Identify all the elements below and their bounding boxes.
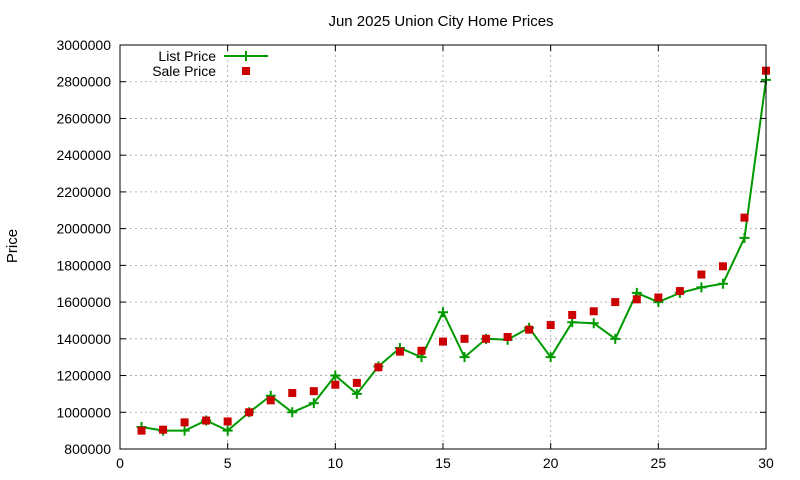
sale-price-point <box>482 334 491 343</box>
sale-price-point <box>352 378 361 387</box>
sale-price-point <box>180 418 189 427</box>
list-price-point <box>287 407 298 418</box>
x-tick-label: 10 <box>328 455 344 471</box>
y-tick-label: 2800000 <box>56 74 111 90</box>
list-price-point <box>545 352 556 363</box>
list-price-point <box>739 232 750 243</box>
sale-price-point <box>718 262 727 271</box>
sale-price-point <box>675 287 684 296</box>
y-axis-label: Price <box>4 229 21 263</box>
sale-price-point <box>525 325 534 334</box>
list-price-point <box>308 398 319 409</box>
sale-price-point <box>137 426 146 435</box>
list-price-point <box>351 388 362 399</box>
list-price-point <box>330 370 341 381</box>
x-tick-label: 20 <box>543 455 559 471</box>
x-tick-label: 15 <box>435 455 451 471</box>
sale-price-point <box>439 337 447 346</box>
y-tick-label: 3000000 <box>56 37 111 53</box>
list-price-point <box>459 352 470 363</box>
y-tick-label: 1200000 <box>56 368 111 384</box>
sale-price-point <box>309 387 318 396</box>
list-price-line <box>141 79 767 432</box>
sale-price-point <box>288 388 297 397</box>
series-list-price <box>136 74 771 436</box>
legend-label-list-price: List Price <box>158 48 216 64</box>
y-tick-label: 1800000 <box>56 257 111 273</box>
sale-price-point <box>395 347 404 356</box>
sale-price-point <box>611 298 620 307</box>
sale-price-point <box>266 396 275 405</box>
y-axis: 800000 1000000 1200000 1400000 1600000 180000… <box>56 37 766 457</box>
y-tick-label: 1000000 <box>56 404 111 420</box>
list-price-point <box>610 333 621 344</box>
grid <box>120 45 766 449</box>
x-tick-label: 30 <box>758 455 774 471</box>
series-sale-price <box>137 66 770 435</box>
y-tick-label: 800000 <box>64 441 111 457</box>
sale-price-point <box>223 417 232 426</box>
legend-marker-list-price <box>241 51 251 61</box>
sale-price-point <box>245 408 254 417</box>
list-price-point <box>588 318 599 329</box>
sale-price-point <box>632 295 641 304</box>
sale-price-point <box>589 307 598 316</box>
list-price-point <box>438 307 448 318</box>
sale-price-point <box>740 213 749 222</box>
chart-title: Jun 2025 Union City Home Prices <box>328 13 553 30</box>
x-axis: 0 5 10 15 20 25 30 <box>116 45 774 471</box>
list-price-point <box>222 425 233 436</box>
legend: List Price Sale Price <box>152 48 268 79</box>
y-tick-label: 1400000 <box>56 331 111 347</box>
y-tick-label: 2400000 <box>56 147 111 163</box>
sale-price-point <box>568 310 577 319</box>
y-tick-label: 2200000 <box>56 184 111 200</box>
sale-price-point <box>331 380 340 389</box>
x-tick-label: 0 <box>116 455 124 471</box>
list-price-point <box>696 282 707 293</box>
legend-label-sale-price: Sale Price <box>152 63 216 79</box>
x-tick-label: 5 <box>224 455 232 471</box>
y-tick-label: 2000000 <box>56 221 111 237</box>
sale-price-point <box>546 321 555 330</box>
sale-price-point <box>417 346 426 355</box>
sale-price-point <box>202 416 211 425</box>
list-price-point <box>179 425 190 436</box>
y-tick-label: 2600000 <box>56 110 111 126</box>
sale-price-point <box>460 334 469 343</box>
legend-marker-sale-price <box>242 67 250 75</box>
list-price-point <box>567 317 578 328</box>
sale-price-point <box>503 332 512 341</box>
y-tick-label: 1600000 <box>56 294 111 310</box>
sale-price-point <box>159 425 168 434</box>
x-tick-label: 25 <box>651 455 667 471</box>
sale-price-point <box>374 363 383 372</box>
sale-price-point <box>697 270 706 279</box>
list-price-point <box>717 278 728 289</box>
sale-price-point <box>654 293 663 302</box>
